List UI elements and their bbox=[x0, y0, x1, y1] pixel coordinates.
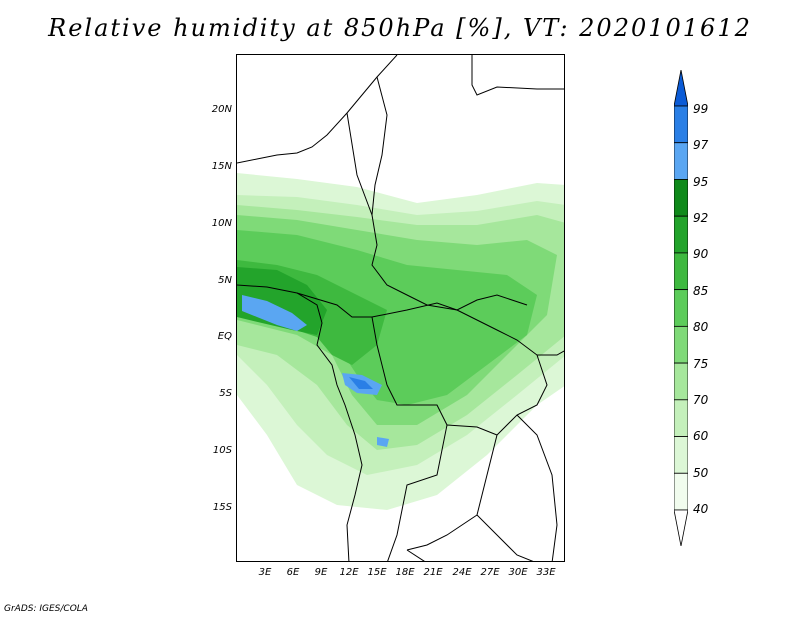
map-plot-area bbox=[236, 54, 565, 562]
x-tick-label: 21E bbox=[423, 567, 443, 578]
colorbar-label: 60 bbox=[693, 429, 709, 443]
colorbar-segment bbox=[674, 215, 688, 254]
country-borders bbox=[237, 55, 564, 561]
y-tick-label: EQ bbox=[217, 331, 232, 342]
colorbar-label: 75 bbox=[693, 357, 709, 371]
y-tick-label: 10S bbox=[212, 445, 232, 456]
colorbar-segment bbox=[674, 436, 688, 474]
x-tick-label: 6E bbox=[286, 567, 300, 578]
x-tick-label: 9E bbox=[314, 567, 328, 578]
colorbar-segment bbox=[674, 399, 688, 437]
rh-95-patch-angola bbox=[377, 437, 389, 447]
x-tick-label: 27E bbox=[480, 567, 500, 578]
x-tick-label: 33E bbox=[536, 567, 556, 578]
colorbar-segment bbox=[674, 472, 688, 511]
colorbar-label: 40 bbox=[693, 502, 709, 516]
humidity-shading bbox=[237, 173, 564, 510]
colorbar-label: 95 bbox=[693, 175, 709, 189]
colorbar-segment bbox=[674, 142, 688, 180]
colorbar-label: 97 bbox=[693, 138, 709, 152]
x-tick-label: 3E bbox=[258, 567, 272, 578]
colorbar-label: 90 bbox=[693, 247, 709, 261]
colorbar-segment bbox=[674, 325, 688, 364]
x-tick-label: 12E bbox=[339, 567, 359, 578]
colorbar bbox=[674, 70, 688, 546]
colorbar-label: 85 bbox=[693, 284, 709, 298]
y-tick-label: 10N bbox=[211, 218, 232, 229]
map-title: Relative humidity at 850hPa [%], VT: 202… bbox=[48, 14, 752, 42]
x-tick-label: 15E bbox=[367, 567, 387, 578]
colorbar-segment bbox=[674, 289, 688, 327]
x-tick-label: 18E bbox=[395, 567, 415, 578]
colorbar-label: 92 bbox=[693, 211, 709, 225]
x-tick-label: 30E bbox=[508, 567, 528, 578]
rh-97-patch bbox=[349, 377, 373, 389]
x-tick-label: 24E bbox=[452, 567, 472, 578]
colorbar-segment bbox=[674, 105, 688, 144]
colorbar-label: 99 bbox=[693, 102, 709, 116]
colorbar-top-arrow bbox=[674, 70, 688, 107]
y-tick-label: 5S bbox=[219, 388, 232, 399]
colorbar-segment bbox=[674, 252, 688, 291]
humidity-map bbox=[237, 55, 564, 561]
colorbar-label: 70 bbox=[693, 393, 709, 407]
y-tick-label: 15N bbox=[211, 161, 232, 172]
colorbar-segments bbox=[674, 70, 688, 546]
y-tick-label: 5N bbox=[218, 275, 232, 286]
colorbar-label: 50 bbox=[693, 466, 709, 480]
y-tick-label: 15S bbox=[212, 502, 232, 513]
colorbar-label: 80 bbox=[693, 320, 709, 334]
y-tick-label: 20N bbox=[211, 104, 232, 115]
colorbar-segment bbox=[674, 362, 688, 401]
rh-95-patch-coast bbox=[242, 295, 307, 331]
colorbar-segment bbox=[674, 179, 688, 217]
footer-credit: GrADS: IGES/COLA bbox=[4, 604, 88, 614]
colorbar-bottom-arrow bbox=[674, 509, 688, 546]
